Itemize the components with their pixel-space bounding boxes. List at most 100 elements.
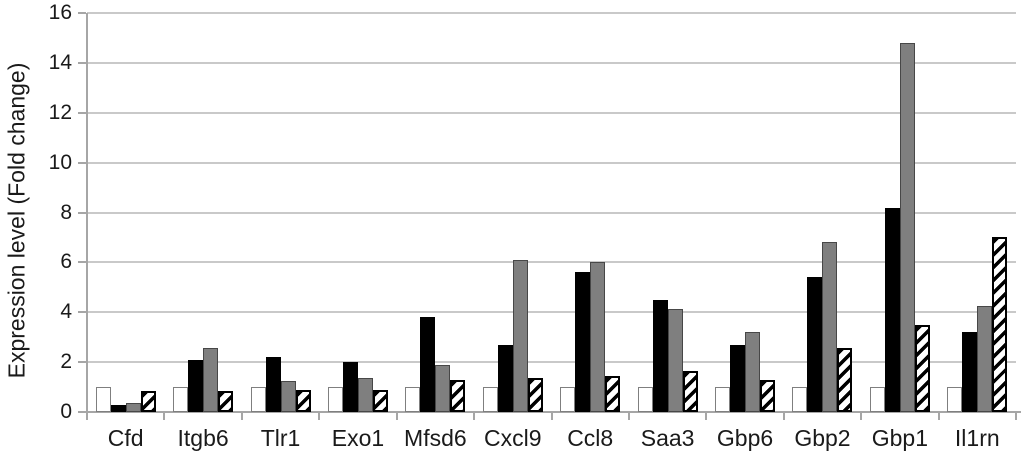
white-bar bbox=[792, 387, 808, 412]
y-tick-label: 12 bbox=[48, 100, 72, 124]
gridline-y14 bbox=[87, 61, 1016, 64]
black-bar bbox=[342, 362, 358, 412]
white-bar bbox=[482, 387, 498, 412]
hatched-bar bbox=[372, 389, 388, 412]
y-tick-label: 8 bbox=[60, 200, 72, 224]
y-tick-mark bbox=[78, 111, 86, 114]
gray-bar bbox=[977, 306, 993, 412]
gridline-y6 bbox=[87, 261, 1016, 264]
black-bar bbox=[807, 277, 823, 412]
gray-bar bbox=[435, 364, 451, 412]
black-bar bbox=[730, 344, 746, 412]
gridline-y10 bbox=[87, 161, 1016, 164]
hatched-bar bbox=[218, 390, 234, 412]
white-bar bbox=[560, 387, 576, 412]
gridline-y4 bbox=[87, 311, 1016, 314]
x-category-label: Ccl8 bbox=[567, 425, 614, 451]
white-bar bbox=[947, 387, 963, 412]
hatched-bar bbox=[527, 378, 543, 412]
y-tick-label: 16 bbox=[48, 1, 72, 24]
black-bar bbox=[420, 317, 436, 412]
gray-bar bbox=[512, 259, 528, 412]
y-tick-label: 2 bbox=[60, 350, 72, 374]
hatched-bar bbox=[992, 237, 1008, 412]
x-category-label: Cxcl9 bbox=[484, 425, 542, 451]
x-tick-mark bbox=[163, 412, 166, 420]
y-tick-label: 14 bbox=[48, 50, 72, 74]
x-tick-mark bbox=[86, 412, 88, 420]
black-bar bbox=[110, 404, 126, 412]
y-tick-mark bbox=[78, 211, 86, 214]
x-tick-mark bbox=[550, 412, 553, 420]
gridline-y12 bbox=[87, 111, 1016, 114]
gray-bar bbox=[899, 42, 915, 412]
x-tick-mark bbox=[318, 412, 321, 420]
white-bar bbox=[869, 387, 885, 412]
x-category-label: Cfd bbox=[107, 425, 144, 451]
x-axis-line bbox=[78, 411, 1021, 413]
gray-bar bbox=[822, 242, 838, 412]
white-bar bbox=[405, 387, 421, 412]
gray-bar bbox=[125, 403, 141, 412]
x-tick-mark bbox=[860, 412, 863, 420]
x-tick-mark bbox=[782, 412, 785, 420]
x-tick-mark bbox=[395, 412, 398, 420]
black-bar bbox=[962, 332, 978, 412]
black-bar bbox=[265, 357, 281, 412]
y-tick-mark bbox=[78, 361, 86, 364]
gray-bar bbox=[745, 332, 761, 412]
white-bar bbox=[715, 387, 731, 412]
y-tick-mark bbox=[78, 12, 86, 14]
y-tick-label: 4 bbox=[60, 300, 72, 324]
gray-bar bbox=[280, 380, 296, 412]
hatched-bar bbox=[837, 348, 853, 412]
hatched-bar bbox=[295, 389, 311, 412]
x-tick-mark bbox=[473, 412, 476, 420]
x-category-label: Gbp1 bbox=[871, 425, 928, 451]
hatched-bar bbox=[914, 324, 930, 412]
hatched-bar bbox=[450, 379, 466, 412]
white-bar bbox=[327, 387, 343, 412]
x-tick-mark bbox=[937, 412, 940, 420]
white-bar bbox=[173, 387, 189, 412]
x-category-label: Il1rn bbox=[954, 425, 1000, 451]
y-tick-label: 0 bbox=[60, 400, 72, 423]
white-bar bbox=[250, 387, 266, 412]
white-bar bbox=[637, 387, 653, 412]
x-category-label: Tlr1 bbox=[260, 425, 301, 451]
x-category-label: Gbp2 bbox=[794, 425, 851, 451]
gridline-y8 bbox=[87, 211, 1016, 214]
y-tick-mark bbox=[78, 61, 86, 64]
black-bar bbox=[575, 272, 591, 412]
gridline-y16 bbox=[87, 12, 1016, 14]
x-category-label: Saa3 bbox=[640, 425, 695, 451]
x-tick-mark bbox=[240, 412, 243, 420]
black-bar bbox=[188, 359, 204, 412]
y-tick-mark bbox=[78, 261, 86, 264]
black-bar bbox=[652, 299, 668, 412]
y-tick-mark bbox=[78, 311, 86, 314]
hatched-bar bbox=[760, 379, 776, 412]
x-tick-mark bbox=[1015, 412, 1017, 420]
x-tick-mark bbox=[705, 412, 708, 420]
x-category-label: Mfsd6 bbox=[404, 425, 467, 451]
hatched-bar bbox=[682, 370, 698, 412]
hatched-bar bbox=[605, 375, 621, 412]
gridline-y2 bbox=[87, 361, 1016, 364]
hatched-bar bbox=[140, 390, 156, 412]
white-bar bbox=[95, 387, 111, 412]
gray-bar bbox=[357, 378, 373, 412]
gray-bar bbox=[203, 348, 219, 412]
x-category-label: Gbp6 bbox=[716, 425, 774, 451]
y-tick-mark bbox=[78, 161, 86, 164]
gray-bar bbox=[590, 262, 606, 412]
x-tick-mark bbox=[627, 412, 630, 420]
gray-bar bbox=[667, 308, 683, 412]
black-bar bbox=[497, 344, 513, 412]
y-tick-label: 6 bbox=[60, 250, 72, 274]
black-bar bbox=[884, 207, 900, 412]
x-category-label: Itgb6 bbox=[177, 425, 229, 451]
y-tick-label: 10 bbox=[48, 150, 72, 174]
x-category-label: Exo1 bbox=[331, 425, 385, 451]
